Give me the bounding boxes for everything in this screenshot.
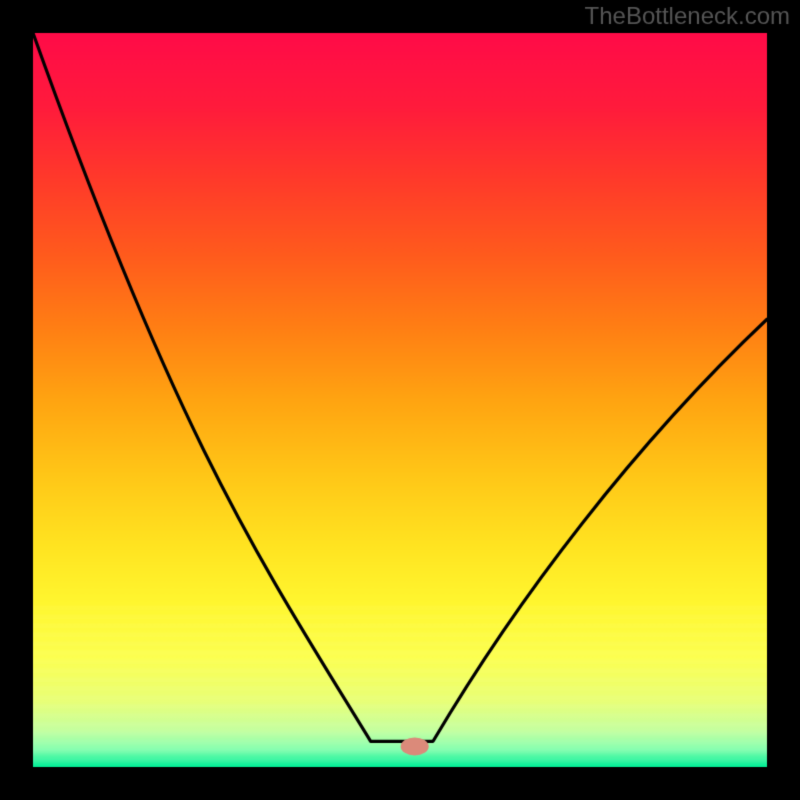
bottleneck-chart	[0, 0, 800, 800]
